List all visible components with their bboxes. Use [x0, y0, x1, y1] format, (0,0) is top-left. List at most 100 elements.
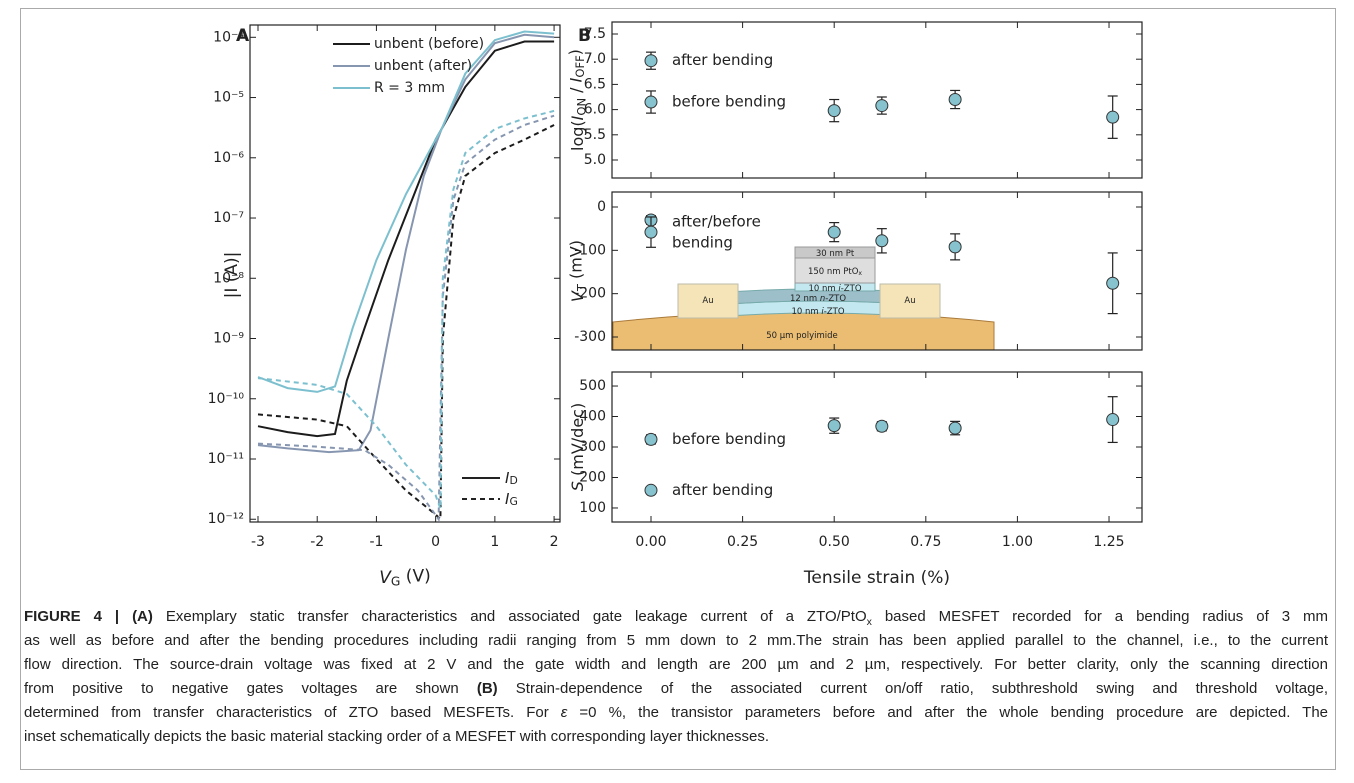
point-annotation: after/before	[672, 213, 761, 231]
drain-current-line	[257, 33, 555, 454]
gate-current-line	[257, 114, 555, 522]
y-tick-label: 10⁻⁹	[213, 331, 244, 347]
inset-label: 10 nm i-ZTO	[808, 284, 861, 294]
data-point	[644, 95, 658, 109]
y-tick-label: 10⁻⁴	[213, 29, 244, 45]
text-segment: ON	[574, 98, 588, 116]
x-tick-label: 1.00	[1002, 534, 1033, 550]
y-tick-label: 5.0	[584, 152, 606, 168]
caption-text: (B)	[476, 680, 498, 697]
text-segment: n	[820, 294, 825, 304]
x-axis-label: Tensile strain (%)	[803, 568, 950, 588]
data-point	[948, 240, 962, 254]
text-segment: G	[391, 574, 400, 588]
au-contact	[677, 283, 739, 319]
x-tick-label: -2	[310, 534, 324, 550]
plot-frame	[249, 24, 561, 523]
inset-label: 50 µm polyimide	[766, 331, 838, 341]
caption-text: Exemplary static transfer characteristic…	[152, 608, 867, 625]
text-segment: S	[568, 481, 587, 491]
text-segment: I	[568, 115, 587, 120]
x-tick-label: 1.25	[1093, 534, 1124, 550]
caption-line: determined from transfer characteristics…	[24, 701, 1328, 725]
data-point	[1106, 276, 1120, 290]
text-segment: 10 nm	[808, 284, 838, 294]
text-segment: V	[568, 290, 587, 302]
caption: FIGURE 4 | (A) Exemplary static transfer…	[24, 605, 1328, 749]
data-point	[644, 54, 658, 68]
text-segment: I	[566, 77, 585, 82]
text-segment: 12 nm	[790, 294, 820, 304]
text-segment: (mV)	[566, 240, 585, 284]
caption-text: flow direction. The source-drain voltage…	[24, 656, 1328, 673]
y-axis-label: |I (A)|	[222, 252, 242, 299]
y-tick-label: 5.5	[584, 127, 606, 143]
text-segment: -ZTO	[824, 307, 845, 317]
x-tick-label: 1	[490, 534, 499, 550]
legend-label: ID	[505, 469, 518, 488]
inset-label: 150 nm PtOx	[808, 267, 862, 277]
x-tick-label: -1	[369, 534, 383, 550]
y-tick-label: 10⁻¹¹	[208, 451, 244, 467]
inset-label: 30 nm Pt	[816, 249, 855, 259]
caption-text: =0 %, the transistor parameters before a…	[567, 704, 1328, 721]
figure: A B -3 -2 -1 0 1 2 10⁻¹² 10⁻¹¹ 10⁻¹⁰ 10⁻⁹ 10⁻⁸ 10⁻⁷…	[208, 21, 1143, 589]
text-segment: i	[838, 284, 841, 294]
caption-line: FIGURE 4 | (A) Exemplary static transfer…	[24, 605, 1328, 629]
y-tick-label: -100	[574, 242, 606, 258]
drain-current-line	[257, 40, 555, 438]
text-segment: (V)	[400, 567, 430, 587]
text-segment: 30 nm Pt	[816, 249, 855, 259]
caption-line: flow direction. The source-drain voltage…	[24, 653, 1328, 677]
text-segment: I	[505, 469, 510, 487]
x-tick-label: 0.00	[635, 534, 666, 550]
y-tick-label: 0	[597, 199, 606, 215]
point-annotation: before bending	[672, 93, 786, 111]
point-annotation: after bending	[672, 481, 773, 499]
data-point	[644, 432, 658, 446]
data-point	[948, 421, 962, 435]
caption-text: inset schematically depicts the basic ma…	[24, 728, 770, 745]
plot-frame	[611, 21, 1143, 179]
caption-line: as well as before and after the bending …	[24, 629, 1328, 653]
y-tick-label: 6.0	[584, 102, 606, 118]
y-tick-label: 10⁻⁸	[213, 270, 244, 286]
point-annotation: after bending	[672, 51, 773, 69]
data-point	[827, 419, 841, 433]
y-tick-label: 7.0	[584, 51, 606, 67]
data-point	[1106, 110, 1120, 124]
y-tick-label: 500	[579, 378, 606, 394]
data-point	[644, 483, 658, 497]
text-segment: /	[566, 82, 585, 98]
text-segment: V	[379, 568, 392, 588]
panel-label: A	[236, 26, 250, 46]
text-segment: x	[858, 270, 862, 277]
text-segment: i	[821, 307, 824, 317]
y-tick-label: 10⁻⁶	[213, 150, 244, 166]
drain-current-line	[257, 30, 555, 393]
x-axis-label: VG (V)	[379, 567, 430, 589]
caption-text: as well as before and after the bending …	[24, 632, 1328, 649]
y-tick-label: 10⁻¹²	[208, 511, 244, 527]
text-segment: 10 nm	[791, 307, 821, 317]
caption-text: from positive to negative gates voltages…	[24, 680, 477, 697]
data-point	[827, 104, 841, 118]
y-axis-label: S (mV/dec)	[568, 403, 587, 491]
y-tick-label: 7.5	[584, 26, 606, 42]
text-segment: Au	[904, 296, 915, 306]
y-tick-label: 6.5	[584, 76, 606, 92]
x-tick-label: 0.25	[727, 534, 758, 550]
plot-frame	[611, 191, 1143, 351]
gate-current-line	[257, 109, 555, 509]
y-tick-label: 10⁻⁵	[213, 90, 244, 106]
y-tick-label: 200	[579, 469, 606, 485]
figure-frame	[20, 8, 1336, 770]
inset-label: Au	[904, 296, 915, 306]
data-point	[948, 93, 962, 107]
inset-label: 10 nm i-ZTO	[791, 307, 844, 317]
data-point	[875, 419, 889, 433]
text-segment: OFF	[573, 55, 587, 77]
y-tick-label: 300	[579, 439, 606, 455]
y-tick-label: 100	[579, 500, 606, 516]
